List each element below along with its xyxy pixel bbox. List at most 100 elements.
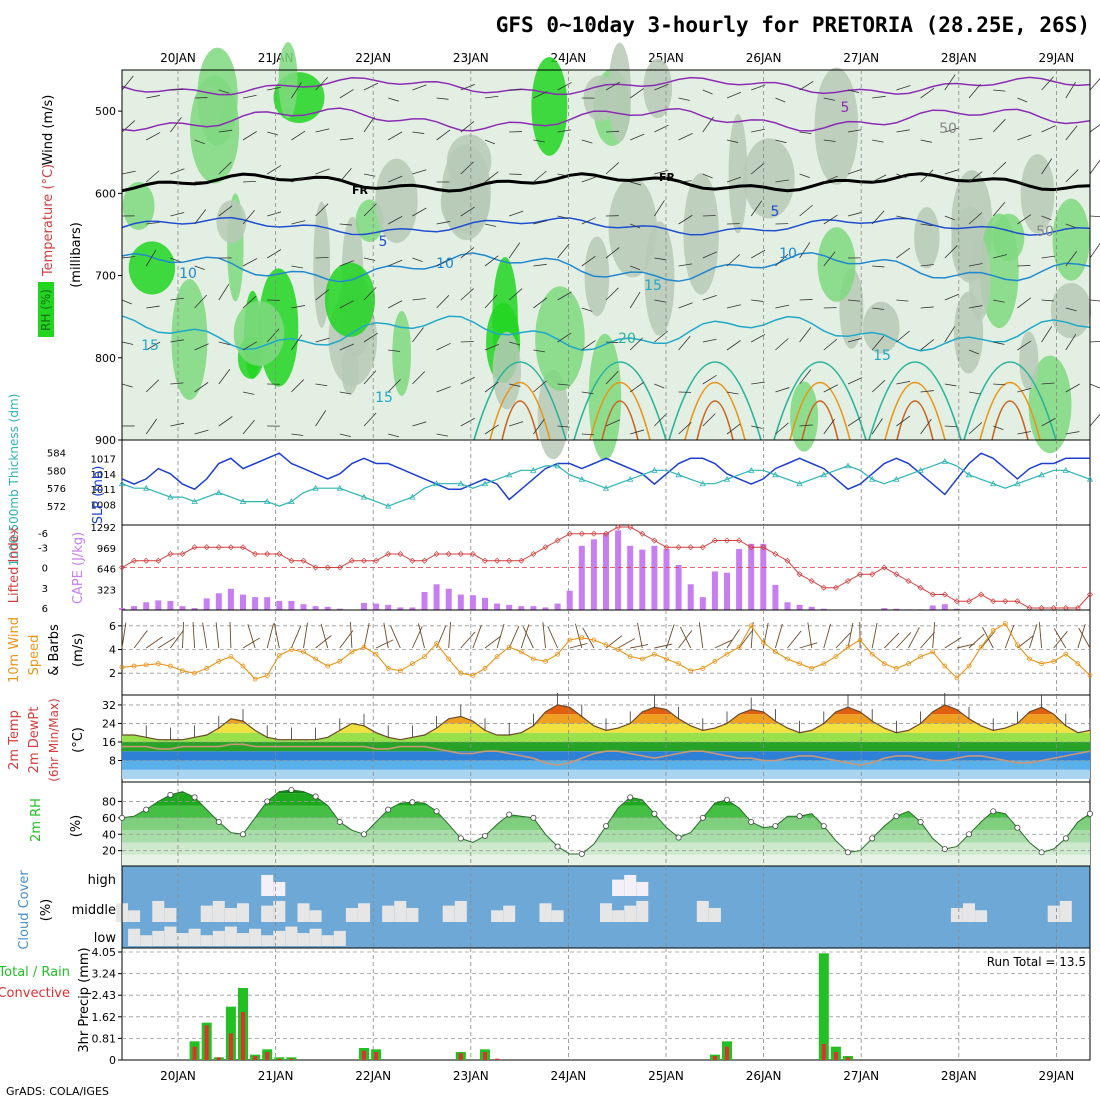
wind-barb xyxy=(726,391,739,395)
rh-contour-fill xyxy=(392,311,412,396)
wind-barb xyxy=(678,214,693,225)
wind-barb xyxy=(291,177,306,183)
thickness-marker xyxy=(239,498,247,504)
cape-bar xyxy=(300,604,307,610)
wind-barb xyxy=(920,87,935,99)
cape-bar xyxy=(796,604,803,610)
wind-speed-marker xyxy=(1027,656,1032,662)
lifted-index-tick-label: 3 xyxy=(42,584,48,595)
rh-color-band xyxy=(122,830,1090,843)
wind-barb xyxy=(484,255,499,267)
wind-barb xyxy=(920,139,932,143)
thickness-marker xyxy=(844,462,852,469)
precip-convective-bar xyxy=(277,1058,282,1060)
wind-barb xyxy=(872,95,886,99)
cape-bar xyxy=(203,598,210,610)
wind-barb xyxy=(242,131,257,141)
date-label-bottom: 23JAN xyxy=(453,1069,489,1083)
thickness-marker xyxy=(167,493,174,500)
wind-barb xyxy=(629,88,644,99)
wind-barb xyxy=(242,637,260,649)
rh-marker xyxy=(917,818,924,825)
precip-total-legend: Total / Rain xyxy=(0,965,70,980)
wind-barb xyxy=(726,340,741,351)
wind-barb xyxy=(291,433,304,436)
wind-barb xyxy=(871,622,878,649)
thickness-marker xyxy=(820,471,827,478)
wind-axis-title-c: & Barbs xyxy=(47,624,62,676)
wind-barb xyxy=(751,84,766,91)
rh2m-axis-units: (%) xyxy=(69,815,84,838)
wind-barb xyxy=(509,210,524,217)
wind-barb xyxy=(1089,299,1100,302)
date-label-top: 29JAN xyxy=(1039,51,1075,65)
rh-contour-fill xyxy=(278,42,298,119)
cloud-cover-cell xyxy=(624,874,637,896)
temperature-contour xyxy=(668,361,762,441)
cape-bar xyxy=(385,604,392,610)
date-label-bottom: 25JAN xyxy=(648,1069,684,1083)
wind-speed-marker xyxy=(627,654,633,659)
lifted-index-marker xyxy=(772,551,779,557)
cloud-cover-cell xyxy=(309,910,322,922)
rh-contour-fill xyxy=(531,57,568,156)
cape-bar xyxy=(433,584,440,610)
lifted-index-marker xyxy=(784,557,791,564)
rh-contour-fill xyxy=(862,301,900,354)
wind-barb xyxy=(944,215,955,221)
lifted-index-marker xyxy=(857,571,864,578)
wind-speed-marker xyxy=(276,653,282,658)
wind-speed-marker xyxy=(954,675,960,681)
wind-speed-marker xyxy=(652,651,657,657)
wind-barb xyxy=(436,97,449,100)
cloud-cover-cell xyxy=(249,928,262,946)
wind-barb xyxy=(605,419,621,427)
wind-barb xyxy=(1041,417,1056,427)
cape-bar xyxy=(215,593,222,610)
wind-barb xyxy=(291,220,306,225)
cloud-cover-cell xyxy=(382,905,395,922)
wind-barb xyxy=(872,174,887,183)
wind-barb xyxy=(460,206,475,217)
wind-axis-units: (m/s) xyxy=(71,633,86,667)
lifted-index-marker xyxy=(264,551,271,557)
thickness-tick-label: 580 xyxy=(47,466,66,477)
cloud-cover-cell xyxy=(128,910,141,922)
wind-barb xyxy=(215,622,220,649)
lifted-index-marker xyxy=(409,557,416,564)
lifted-index-marker xyxy=(397,551,404,557)
wind-barb xyxy=(968,349,979,355)
thickness-marker xyxy=(118,480,126,487)
wind-barb xyxy=(533,220,548,225)
wind-barb xyxy=(533,297,548,309)
wind-barb xyxy=(145,170,160,183)
wind-barb xyxy=(896,247,911,259)
slp-tick-label: 1011 xyxy=(91,485,116,496)
cape-bar xyxy=(881,608,888,610)
rh-color-band xyxy=(122,789,1090,794)
date-label-bottom: 29JAN xyxy=(1039,1069,1075,1083)
wind-barb xyxy=(992,161,1007,175)
wind-barb xyxy=(920,169,934,183)
wind-barb xyxy=(273,622,280,649)
wind-barb xyxy=(1017,635,1034,649)
wind-barb xyxy=(388,433,400,438)
wind-barb xyxy=(847,377,863,385)
wind-barb xyxy=(775,97,786,103)
wind-barb xyxy=(1017,97,1028,103)
wind-barb xyxy=(605,287,619,301)
wind-barb xyxy=(388,300,403,309)
wind-barb xyxy=(557,332,572,343)
wind-barb xyxy=(993,341,1005,345)
date-label-top: 24JAN xyxy=(551,51,587,65)
wind-speed-marker xyxy=(131,663,137,669)
cloud-cover-cell xyxy=(164,907,177,922)
wind-barb xyxy=(218,369,231,385)
lifted-index-marker xyxy=(736,537,743,544)
wind-barb xyxy=(883,632,900,649)
lifted-index-marker xyxy=(603,530,609,537)
cape-bar xyxy=(469,595,476,610)
rh-contour-fill xyxy=(790,381,819,452)
wind-barb xyxy=(775,387,790,393)
